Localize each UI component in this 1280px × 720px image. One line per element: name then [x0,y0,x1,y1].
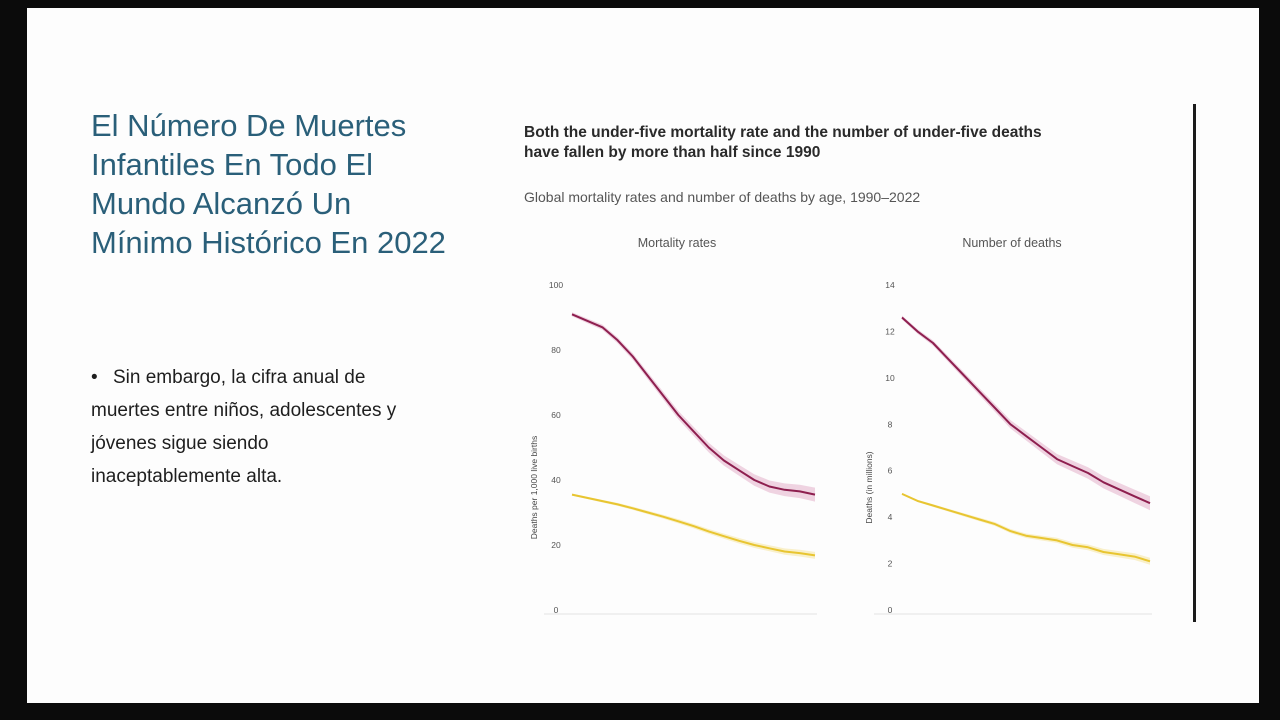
y-axis-label: Deaths (in millions) [864,451,874,523]
y-tick-label: 4 [888,512,893,522]
chart-panel-1: Mortality rates Deaths per 1,000 live bir… [529,236,817,615]
series-1-line [571,313,816,496]
bullet-dot-icon: • [91,367,98,388]
y-tick-label: 10 [885,373,895,383]
chart-subtitle: Global mortality rates and number of dea… [524,189,920,205]
y-tick-label: 8 [888,419,893,429]
y-tick-label: 20 [551,540,561,550]
chart-panel-2: Number of deaths Deaths (in millions) 0 2 4 6… [864,236,1152,615]
y-tick-label: 60 [551,410,561,420]
y-tick-label: 2 [888,559,893,569]
slide: El Número De Muertes Infantiles En Todo … [27,8,1259,703]
panel-title: Mortality rates [638,236,717,250]
panel-title: Number of deaths [962,236,1061,250]
series-2-line [571,493,816,557]
y-tick-label: 100 [549,280,563,290]
bullet-item: • Sin embargo, la cifra anual de muertes … [91,361,421,493]
mortality-chart: Both the under-five mortality rate and t… [524,124,1152,615]
chart-title-line-2: have fallen by more than half since 1990 [524,144,820,161]
chart-panels: Mortality rates Deaths per 1,000 live bir… [529,236,1152,615]
bullet-list: • Sin embargo, la cifra anual de muertes … [91,361,421,493]
chart-title-line-1: Both the under-five mortality rate and t… [524,124,1042,141]
slide-title: El Número De Muertes Infantiles En Todo … [91,108,446,260]
vertical-divider [1193,104,1196,622]
bullet-text: Sin embargo, la cifra anual de muertes e… [91,367,397,487]
series-1-uncertainty-band [572,312,815,502]
y-tick-label: 6 [888,466,893,476]
y-tick-label: 40 [551,475,561,485]
y-tick-label: 14 [885,280,895,290]
series-1-line [901,316,1151,505]
y-tick-label: 12 [885,326,895,336]
y-tick-label: 0 [888,605,893,615]
y-tick-label: 0 [554,605,559,615]
series-2-line [901,492,1151,563]
series-1-uncertainty-band [902,315,1150,511]
y-tick-label: 80 [551,345,561,355]
y-axis-label: Deaths per 1,000 live births [529,436,539,539]
